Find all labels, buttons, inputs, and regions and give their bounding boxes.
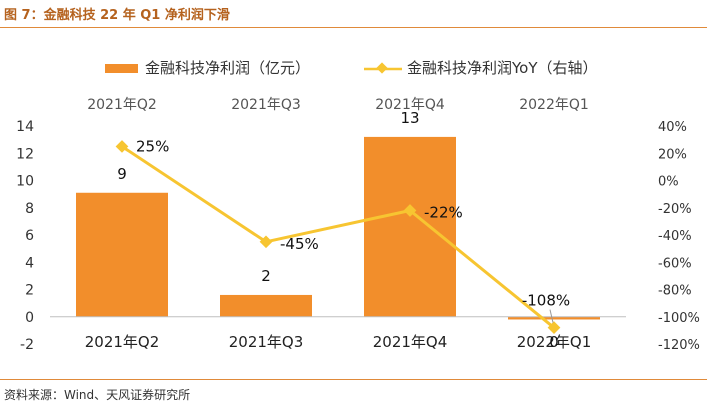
yoy-point: [259, 235, 273, 249]
legend-bar-swatch: [105, 64, 138, 73]
figure-title: 图 7：金融科技 22 年 Q1 净利润下滑: [4, 8, 230, 23]
legend-bar-label: 金融科技净利润（亿元）: [145, 59, 310, 77]
x-tick-label: 2021年Q2: [85, 333, 160, 351]
bar: [220, 294, 312, 317]
y-left-tick-label: 6: [25, 228, 34, 244]
yoy-label-leader: [549, 309, 554, 323]
yoy-data-label: -108%: [522, 292, 570, 310]
y-right-tick-label: 0%: [658, 175, 679, 190]
y-left-tick-label: -2: [20, 337, 34, 353]
source-note: 资料来源：Wind、天风证券研究所: [4, 388, 191, 402]
chart: 金融科技净利润（亿元） 金融科技净利润YoY（右轴） 2021年Q2 2021年Q3 2…: [16, 59, 700, 353]
y-left-tick-label: 4: [25, 255, 34, 271]
bar-data-label: 0: [549, 333, 559, 351]
bar: [364, 136, 456, 317]
y-right-tick-label: -80%: [658, 284, 692, 299]
top-category-label: 2021年Q2: [87, 97, 157, 113]
x-tick-label: 2021年Q4: [373, 333, 448, 351]
bar: [76, 192, 168, 317]
y-left-tick-label: 12: [16, 146, 34, 162]
bar-data-label: 9: [117, 165, 127, 183]
top-category-label: 2021年Q3: [231, 97, 301, 113]
y-right-tick-label: -40%: [658, 229, 692, 244]
y-left-tick-label: 10: [16, 174, 34, 190]
y-left-tick-label: 8: [25, 201, 34, 217]
y-right-tick-label: -120%: [658, 338, 700, 353]
yoy-line: [121, 145, 555, 329]
y-left-tick-label: 2: [25, 283, 34, 299]
x-tick-label: 2021年Q3: [229, 333, 304, 351]
top-category-label: 2021年Q4: [375, 97, 445, 113]
yoy-data-label: -22%: [424, 203, 463, 221]
y-right-tick-label: -60%: [658, 256, 692, 271]
top-category-label: 2022年Q1: [519, 97, 589, 113]
legend-line-marker: [376, 62, 388, 74]
y-left-tick-label: 0: [25, 310, 34, 326]
bar: [508, 316, 600, 320]
source-divider: [0, 379, 707, 380]
y-left-tick-label: 14: [16, 119, 34, 135]
yoy-point: [115, 140, 129, 153]
y-right-tick-label: 20%: [658, 147, 687, 162]
x-tick-label: 2022年Q1: [517, 333, 592, 351]
title-divider: [0, 27, 707, 28]
legend-line-label: 金融科技净利润YoY（右轴）: [407, 59, 598, 77]
yoy-data-label: 25%: [136, 137, 169, 155]
y-right-tick-label: -20%: [658, 202, 692, 217]
yoy-data-label: -45%: [280, 235, 319, 253]
yoy-point: [403, 204, 417, 217]
bar-data-label: 13: [400, 109, 419, 127]
y-right-tick-label: 40%: [658, 120, 687, 135]
y-right-tick-label: -100%: [658, 311, 700, 326]
bar-data-label: 2: [261, 267, 271, 285]
